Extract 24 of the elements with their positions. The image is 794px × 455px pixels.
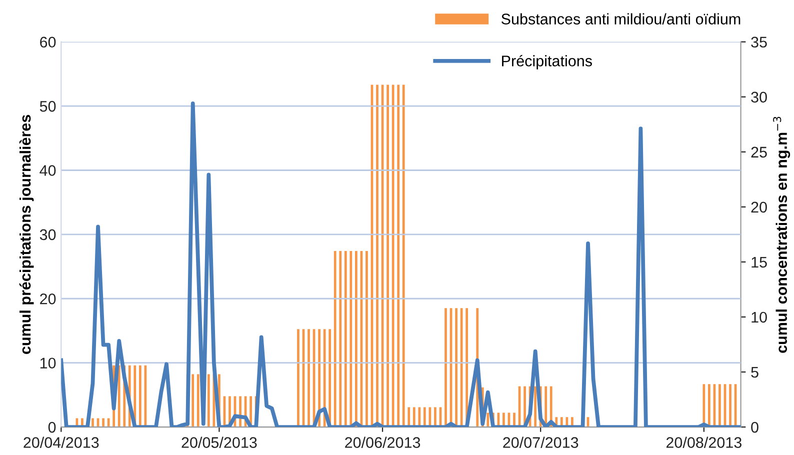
y-tick-label: 10 [40, 358, 56, 369]
y2-tick-label: 5 [751, 367, 758, 378]
legend-label: Précipitations [502, 54, 592, 70]
y2-tick-label: 15 [752, 256, 767, 268]
x-tick-label: 20/04/2013 [24, 436, 99, 448]
x-tick-label: 20/05/2013 [182, 436, 257, 448]
y2-tick-label: 25 [751, 146, 767, 158]
y-tick-label: 50 [40, 100, 56, 112]
y2-tick-label: 0 [751, 422, 758, 433]
y2-tick-label: 35 [751, 36, 767, 48]
x-tick-label: 20/06/2013 [345, 436, 420, 448]
y-tick-label: 60 [40, 36, 56, 48]
legend-label: Substances anti mildiou/anti oïdium [502, 13, 740, 24]
y-tick-label: 20 [40, 294, 56, 304]
y2-tick-label: 10 [752, 312, 767, 323]
y-tick-label: 40 [40, 165, 56, 176]
y-tick-label: 30 [40, 229, 56, 240]
y2-axis-title: cumul concentrations en ng.m$^{−3}$ [773, 116, 790, 353]
x-tick-label: 20/07/2013 [503, 436, 578, 448]
y-tick-label: 0 [48, 422, 56, 433]
y2-tick-label: 20 [751, 202, 767, 213]
x-tick-label: 20/08/2013 [666, 436, 742, 448]
y2-tick-label: 30 [751, 92, 767, 103]
y-axis-title: cumul précipitations journalières [19, 114, 34, 354]
